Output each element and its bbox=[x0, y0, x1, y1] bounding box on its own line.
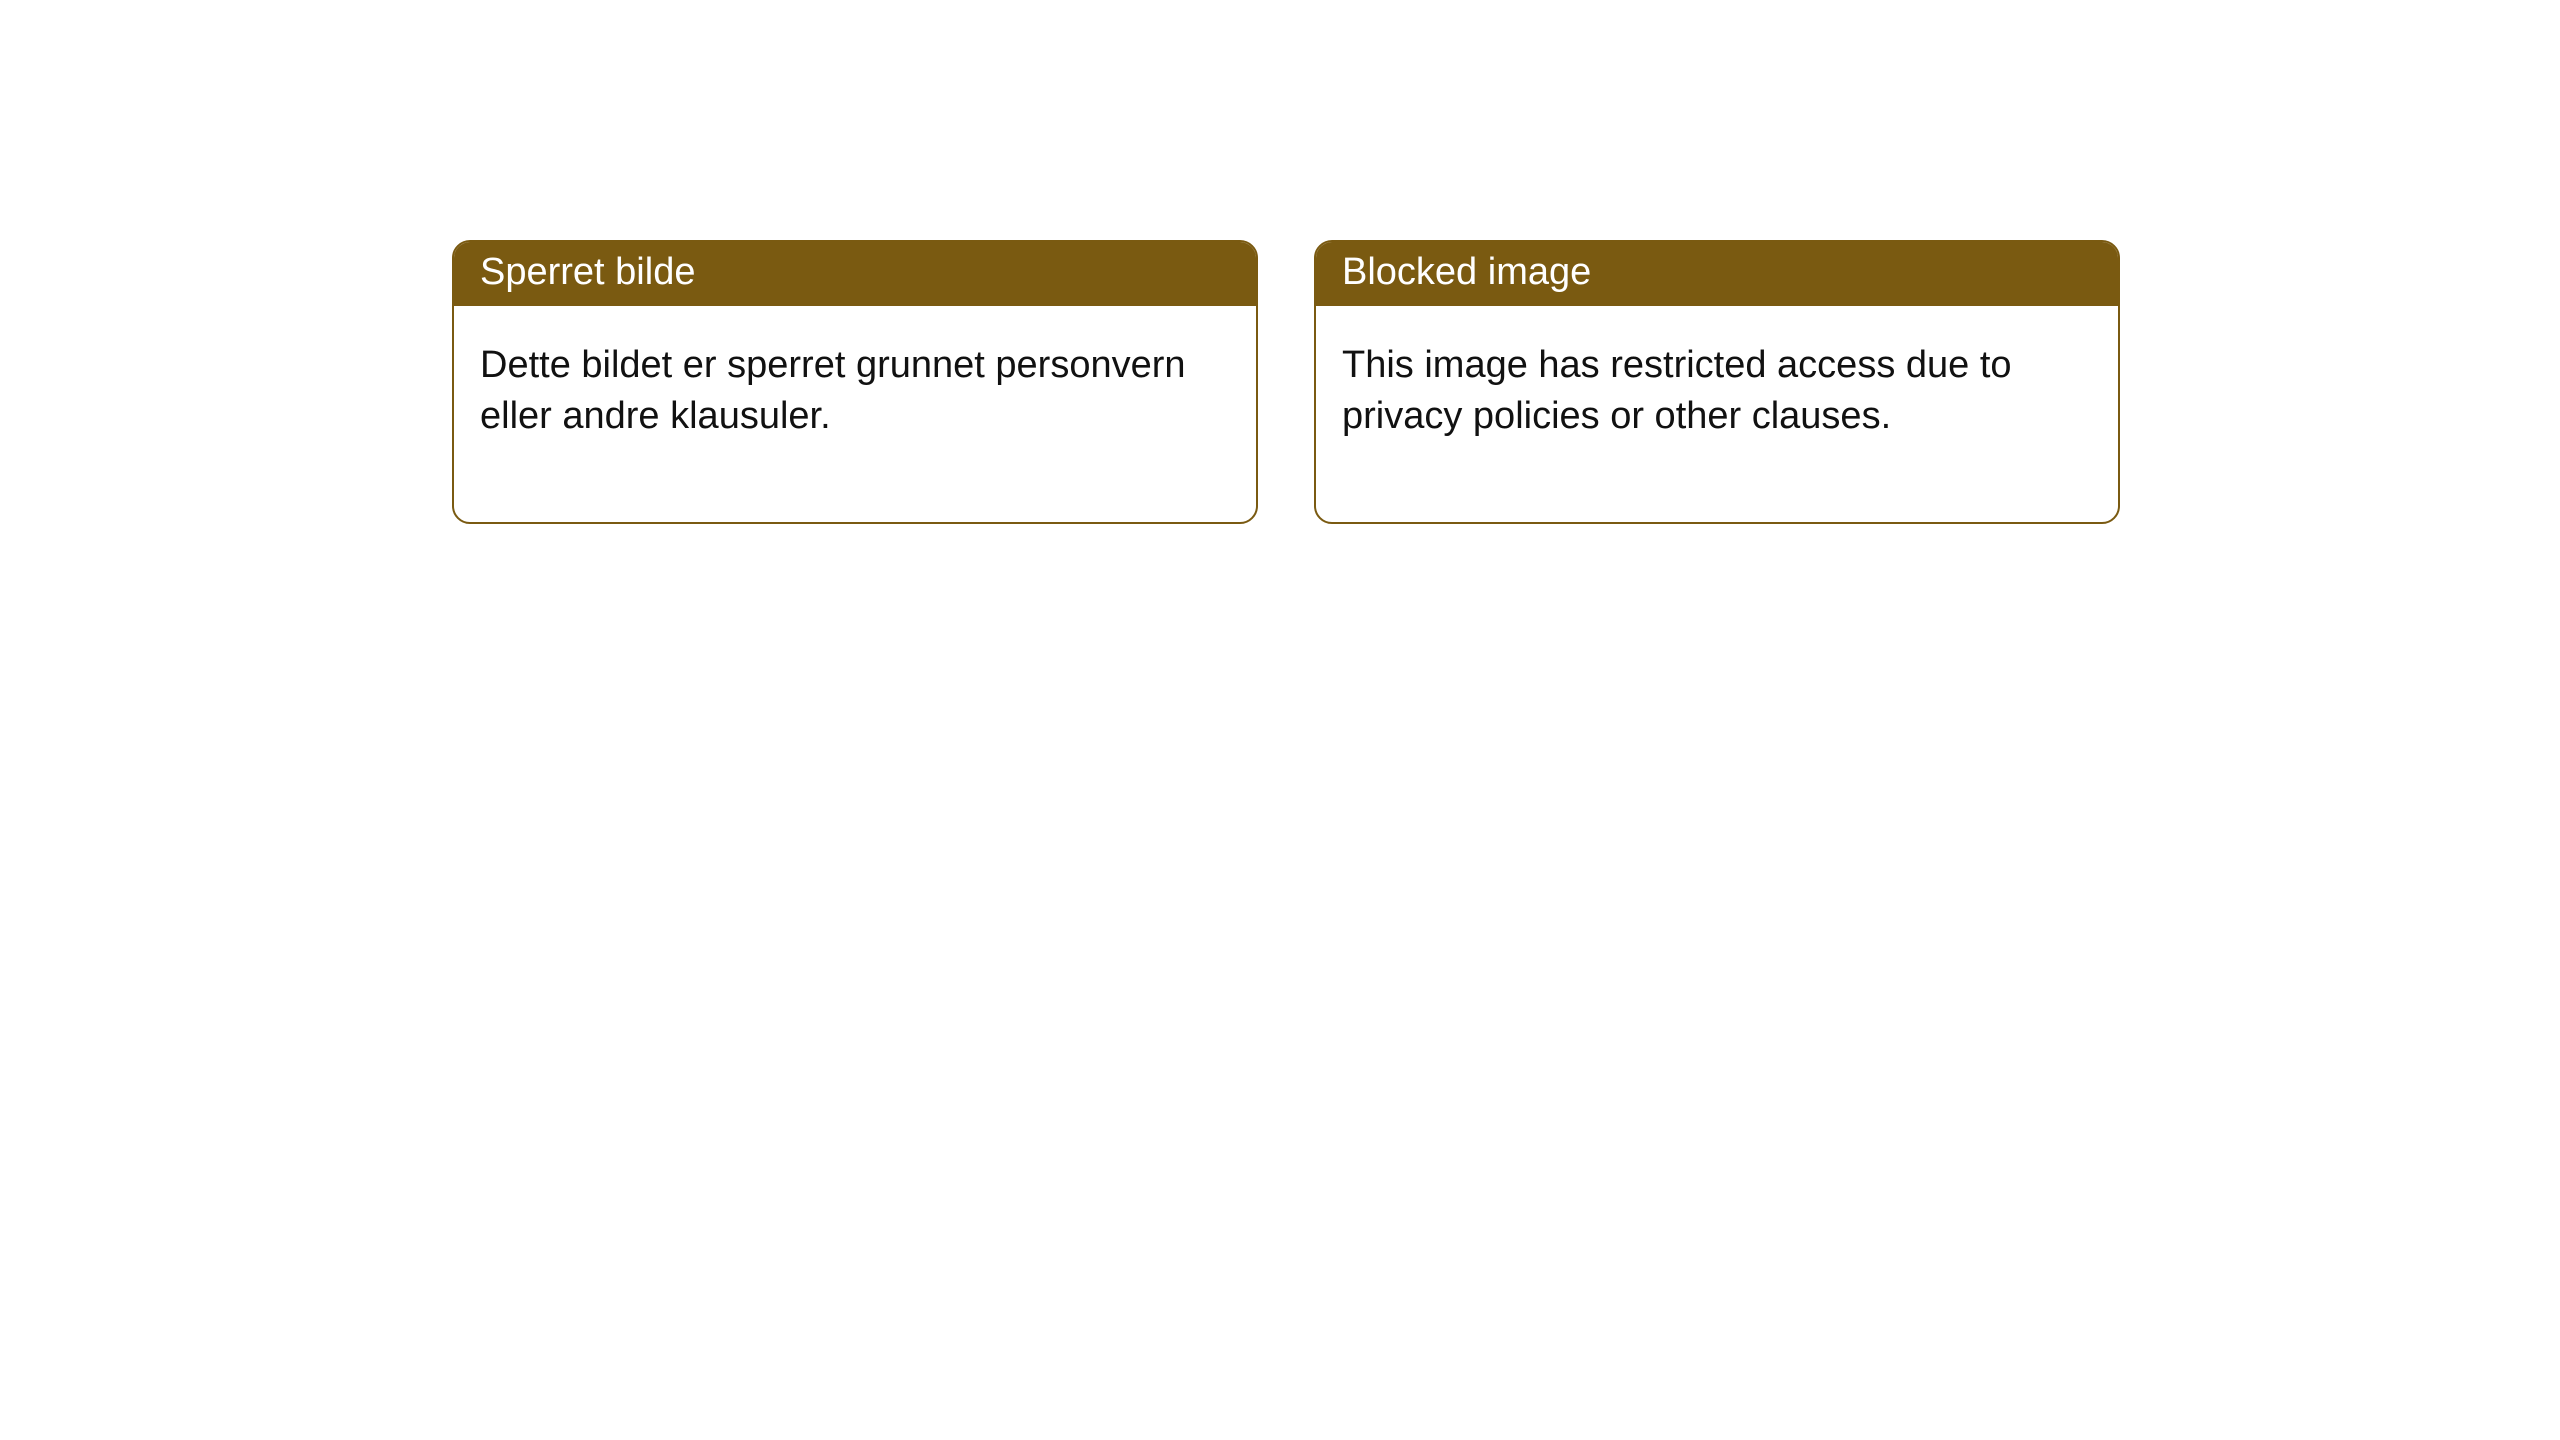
notice-title: Sperret bilde bbox=[480, 251, 695, 293]
notice-container: Sperret bilde Dette bildet er sperret gr… bbox=[0, 0, 2560, 524]
notice-header: Blocked image bbox=[1316, 242, 2118, 306]
notice-text: Dette bildet er sperret grunnet personve… bbox=[480, 344, 1186, 437]
notice-header: Sperret bilde bbox=[454, 242, 1256, 306]
notice-card-norwegian: Sperret bilde Dette bildet er sperret gr… bbox=[452, 240, 1258, 524]
notice-title: Blocked image bbox=[1342, 251, 1591, 293]
notice-card-english: Blocked image This image has restricted … bbox=[1314, 240, 2120, 524]
notice-text: This image has restricted access due to … bbox=[1342, 344, 2012, 437]
notice-body: This image has restricted access due to … bbox=[1316, 306, 2118, 523]
notice-body: Dette bildet er sperret grunnet personve… bbox=[454, 306, 1256, 523]
